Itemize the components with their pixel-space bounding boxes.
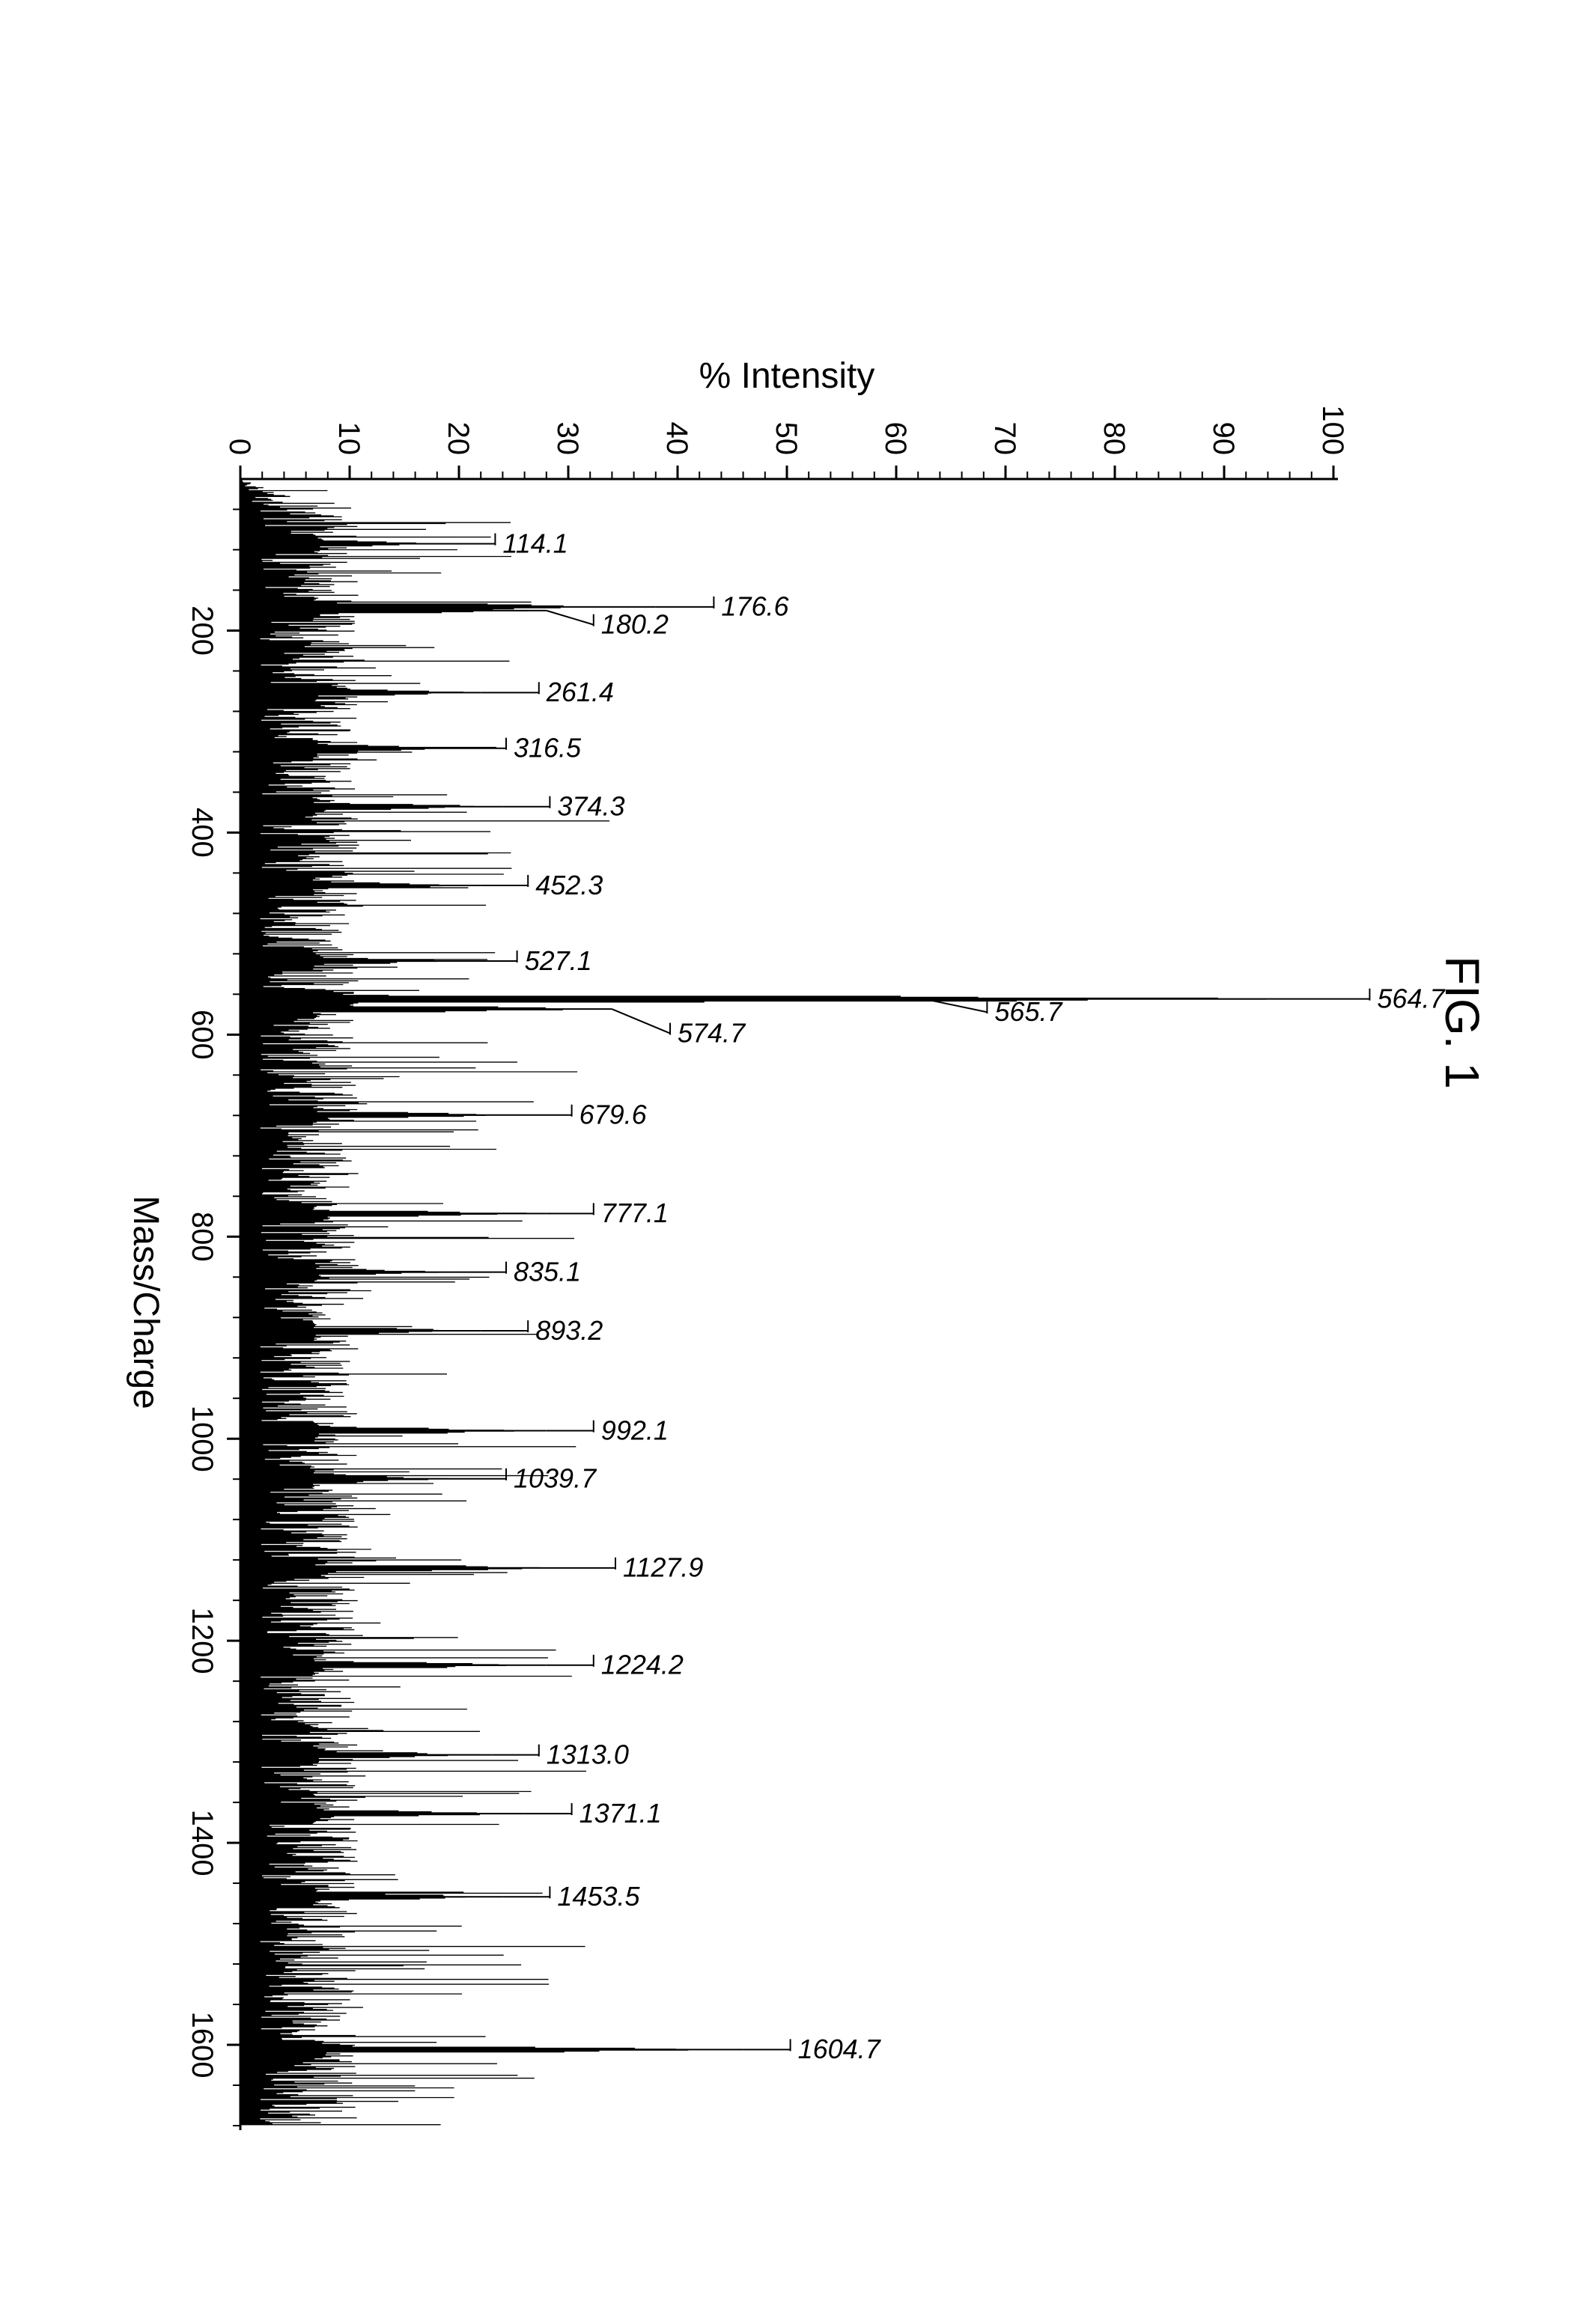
- peak-label: 1127.9: [623, 1552, 703, 1583]
- peak-label: 679.6: [579, 1100, 648, 1130]
- y-tick-label: 80: [1098, 422, 1131, 456]
- peak-label: 1604.7: [798, 2034, 882, 2064]
- peak-label: 564.7: [1377, 983, 1446, 1014]
- peak-label: 1453.5: [557, 1881, 640, 1912]
- peak-label: 114.1: [502, 528, 568, 558]
- peak-label: 565.7: [994, 996, 1063, 1027]
- peak-label: 176.6: [721, 591, 789, 622]
- y-tick-label: 30: [551, 422, 584, 456]
- peak-label: 1371.1: [579, 1798, 662, 1829]
- y-tick-label: 90: [1207, 422, 1240, 456]
- rotated-stage: FIG. 1 0 10 20 30 40 50 60 70 80 90 100 200 400 600 800…: [0, 0, 1588, 2324]
- chart-background: [0, 0, 1588, 2324]
- peak-label: 527.1: [525, 945, 592, 976]
- peak-label: 1224.2: [601, 1650, 684, 1680]
- peak-label: 992.1: [601, 1415, 669, 1445]
- y-tick-label: 50: [770, 422, 803, 456]
- peak-label: 835.1: [514, 1257, 581, 1287]
- y-axis-label: % Intensity: [699, 356, 875, 396]
- x-tick-label: 1600: [186, 2012, 219, 2079]
- x-tick-label: 800: [186, 1212, 219, 1262]
- x-tick-label: 400: [186, 808, 219, 858]
- peak-label: 180.2: [601, 609, 669, 640]
- x-axis-label: Mass/Charge: [126, 1195, 165, 1409]
- x-tick-label: 1200: [186, 1608, 219, 1674]
- y-tick-label: 10: [332, 422, 365, 456]
- figure-title: FIG. 1: [1435, 956, 1489, 1089]
- peak-label: 1039.7: [514, 1463, 597, 1494]
- peak-label: 374.3: [557, 791, 624, 822]
- x-tick-label: 1400: [186, 1810, 219, 1876]
- x-tick-label: 600: [186, 1010, 219, 1060]
- peak-label: 777.1: [601, 1198, 669, 1228]
- peak-label: 574.7: [678, 1017, 746, 1048]
- peak-label: 261.4: [546, 677, 614, 707]
- mass-spectrum-chart: FIG. 1 0 10 20 30 40 50 60 70 80 90 100 200 400 600 800…: [0, 0, 1588, 2324]
- y-tick-label: 60: [879, 422, 912, 456]
- peak-label: 1313.0: [547, 1739, 629, 1770]
- peak-label: 452.3: [535, 870, 603, 900]
- y-tick-label: 40: [660, 422, 693, 456]
- y-tick-label: 0: [223, 439, 256, 455]
- x-tick-label: 200: [186, 606, 219, 656]
- y-tick-label: 70: [988, 422, 1021, 456]
- y-tick-label: 100: [1316, 405, 1349, 455]
- y-tick-label: 20: [442, 422, 475, 456]
- x-tick-label: 1000: [186, 1406, 219, 1472]
- peak-label: 893.2: [535, 1315, 603, 1346]
- peak-label: 316.5: [514, 733, 582, 763]
